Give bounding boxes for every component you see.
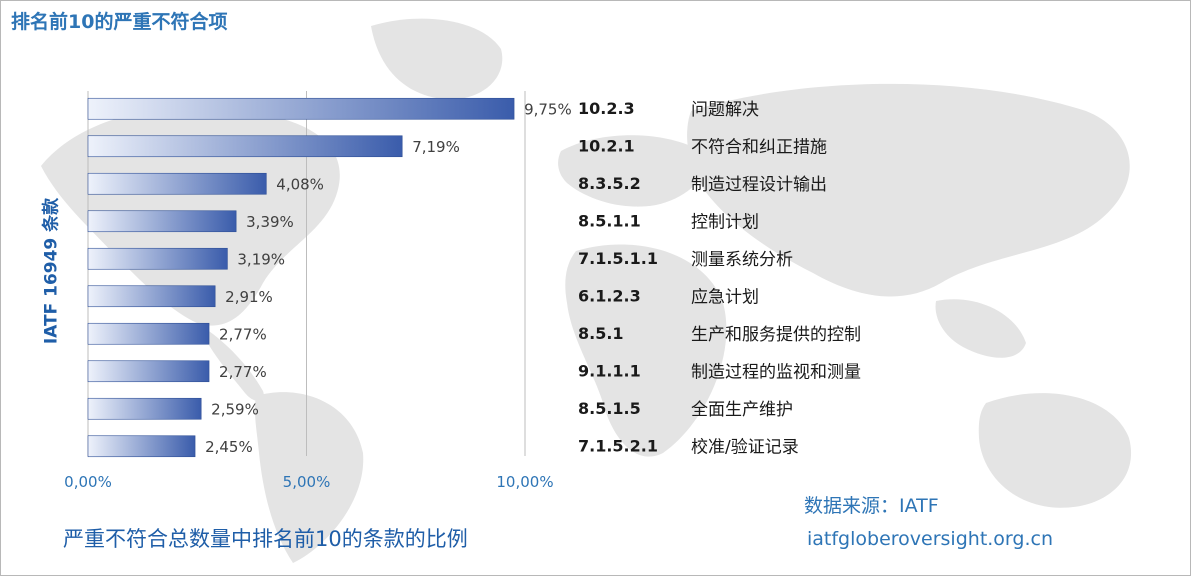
x-tick-label: 10,00% [496, 473, 553, 491]
x-tick-label: 0,00% [64, 473, 112, 491]
bar-value-label: 2,77% [219, 325, 267, 343]
bar-value-label: 3,19% [237, 250, 285, 268]
bar [87, 247, 228, 270]
clause-number-label: 8.5.1.5 [578, 399, 641, 418]
clause-description-label: 控制计划 [691, 212, 759, 232]
map-south-america [254, 392, 364, 563]
bar [87, 97, 515, 120]
clause-description-label: 制造过程的监视和测量 [691, 362, 861, 382]
bar-value-label: 2,91% [225, 288, 273, 306]
bar-value-label: 3,39% [246, 213, 294, 231]
map-europe [558, 135, 705, 207]
clause-number-label: 6.1.2.3 [578, 286, 641, 305]
chart-caption: 严重不符合总数量中排名前10的条款的比例 [63, 527, 468, 551]
clause-number-label: 8.3.5.2 [578, 174, 641, 193]
clause-number-label: 7.1.5.2.1 [578, 436, 658, 455]
clause-description-label: 全面生产维护 [691, 400, 793, 420]
bar [87, 285, 216, 308]
clause-description-label: 校准/验证记录 [691, 437, 799, 457]
bar-value-label: 9,75% [524, 100, 572, 118]
clause-description-label: 测量系统分析 [691, 250, 793, 270]
bar [87, 435, 196, 458]
map-southeast-asia [935, 299, 1026, 358]
data-source-url[interactable]: iatfgloberoversight.org.cn [807, 528, 1053, 550]
bar-value-label: 4,08% [276, 175, 324, 193]
bar [87, 322, 210, 345]
bar [87, 360, 210, 383]
clause-description-label: 问题解决 [691, 100, 759, 120]
map-australia [978, 393, 1132, 508]
clause-description-label: 不符合和纠正措施 [691, 137, 827, 157]
x-tick-label: 5,00% [283, 473, 331, 491]
clause-description-label: 应急计划 [691, 287, 759, 307]
clause-number-label: 9.1.1.1 [578, 361, 641, 380]
data-source-label: 数据来源：IATF [804, 495, 939, 517]
bar [87, 172, 267, 195]
bar [87, 210, 237, 233]
map-central-america [197, 323, 264, 402]
clause-description-label: 生产和服务提供的控制 [691, 325, 861, 345]
clause-number-label: 10.2.3 [578, 99, 635, 118]
bar-value-label: 2,59% [211, 400, 259, 418]
chart-title: 排名前10的严重不符合项 [11, 11, 228, 33]
bar [87, 135, 403, 158]
clause-number-label: 8.5.1 [578, 324, 624, 343]
bar-value-label: 7,19% [412, 138, 460, 156]
clause-number-label: 8.5.1.1 [578, 211, 641, 230]
bar-value-label: 2,77% [219, 363, 267, 381]
bar-value-label: 2,45% [205, 438, 253, 456]
clause-description-label: 制造过程设计输出 [691, 175, 827, 195]
map-greenland [371, 18, 503, 100]
clause-number-label: 7.1.5.1.1 [578, 249, 658, 268]
map-asia [687, 83, 1130, 297]
map-africa [565, 244, 727, 457]
clause-number-label: 10.2.1 [578, 136, 635, 155]
bar [87, 397, 202, 420]
